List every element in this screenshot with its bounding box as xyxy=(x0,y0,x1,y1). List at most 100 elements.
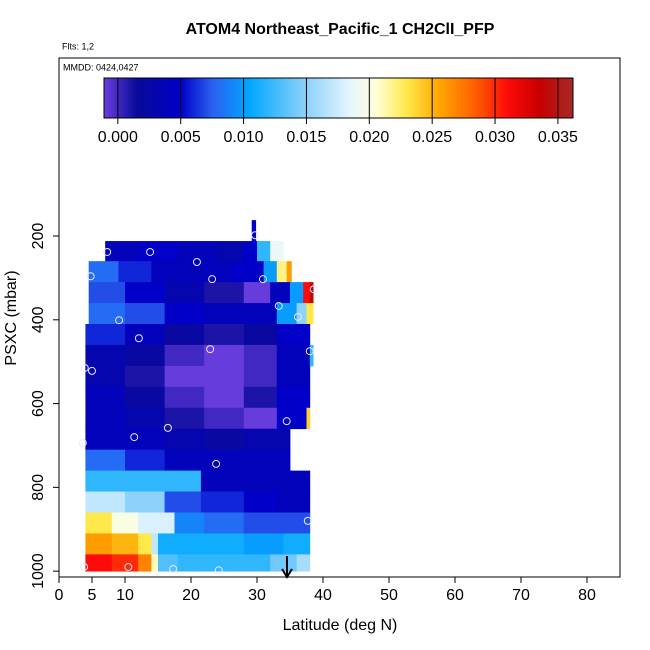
heat-cell xyxy=(243,323,278,346)
sample-point xyxy=(206,345,215,354)
heat-cell xyxy=(177,554,231,572)
heat-cell xyxy=(125,323,165,346)
heat-cell xyxy=(151,554,159,572)
heat-cell xyxy=(243,449,291,472)
x-tick-label: 80 xyxy=(578,587,596,604)
flights-label: Flts: 1,2 xyxy=(62,41,94,51)
heat-cell xyxy=(158,554,179,572)
sample-point xyxy=(80,363,89,372)
x-tick-label: 10 xyxy=(116,587,134,604)
heat-cell xyxy=(138,554,152,572)
heat-cell xyxy=(306,407,311,430)
sample-point xyxy=(251,231,260,240)
heat-cell xyxy=(85,449,126,472)
plot-frame xyxy=(58,57,621,578)
heat-cell xyxy=(204,282,245,304)
heat-cell xyxy=(303,282,311,304)
sample-point xyxy=(305,347,314,356)
x-tick-label: 50 xyxy=(380,587,398,604)
heat-cell xyxy=(164,470,202,492)
sample-point xyxy=(86,272,95,281)
sample-point xyxy=(88,366,96,375)
sample-point xyxy=(78,438,87,447)
heat-cell xyxy=(204,365,245,388)
heat-cell xyxy=(164,344,205,367)
sample-point xyxy=(214,566,223,575)
x-tick-label: 0 xyxy=(55,587,64,604)
heat-cell xyxy=(230,554,271,572)
heat-cell xyxy=(243,344,278,367)
sample-point xyxy=(258,275,267,284)
heat-cell xyxy=(270,241,284,262)
sample-point xyxy=(146,247,155,256)
heat-cell xyxy=(286,261,292,283)
sample-point xyxy=(303,516,312,525)
heat-cell xyxy=(138,533,152,555)
sample-point xyxy=(103,247,112,256)
heat-cell xyxy=(243,407,278,430)
sample-point xyxy=(192,257,201,266)
heat-cell xyxy=(85,386,126,409)
heat-cell xyxy=(243,241,258,262)
heat-cell xyxy=(290,282,304,304)
heat-cell xyxy=(217,241,245,262)
heat-cell xyxy=(125,344,165,367)
heat-cell xyxy=(164,428,205,451)
y-tick-label: 200 xyxy=(30,223,47,250)
heat-cell xyxy=(105,241,139,262)
heat-cell xyxy=(243,386,278,409)
sample-point xyxy=(163,423,172,432)
colorbar-tick-label: 0.005 xyxy=(161,129,201,146)
heat-cell xyxy=(276,261,288,283)
heat-cell xyxy=(85,365,126,388)
dates-label: MMDD: 0424,0427 xyxy=(63,62,139,72)
heat-cell xyxy=(309,344,314,367)
colorbar-tick-label: 0.015 xyxy=(286,129,326,146)
sample-point xyxy=(212,459,221,468)
sample-point xyxy=(134,334,143,343)
heat-cell xyxy=(164,407,205,430)
sample-point xyxy=(293,312,302,321)
heat-cell xyxy=(309,282,314,304)
heat-cell xyxy=(85,344,126,367)
heat-cell xyxy=(191,261,231,283)
heat-cell xyxy=(276,407,307,430)
heat-cell xyxy=(164,282,205,304)
heat-cell xyxy=(296,554,311,572)
heat-cell xyxy=(200,470,245,492)
heat-cell xyxy=(125,470,165,492)
heat-cell xyxy=(276,303,297,325)
heat-cell xyxy=(263,261,278,283)
y-tick-label: 800 xyxy=(30,474,47,501)
heat-cell xyxy=(276,386,311,409)
heat-cell xyxy=(243,428,291,451)
heat-cell xyxy=(118,261,152,283)
heat-cell xyxy=(283,512,311,534)
heat-cell xyxy=(243,282,271,304)
samples xyxy=(78,231,318,575)
heat-cell xyxy=(88,282,126,304)
heatmap xyxy=(85,220,314,572)
heat-cell xyxy=(85,491,126,513)
heat-cell xyxy=(138,241,179,262)
heat-cell xyxy=(85,533,113,555)
heat-cell xyxy=(125,491,165,513)
heat-cell xyxy=(111,512,139,534)
heat-cell xyxy=(125,365,165,388)
heat-cell xyxy=(204,386,245,409)
sample-point xyxy=(169,565,178,574)
heat-cell xyxy=(270,554,297,572)
x-tick-label: 40 xyxy=(314,587,332,604)
heat-cell xyxy=(111,533,139,555)
heat-cell xyxy=(204,533,245,555)
heat-cell xyxy=(204,344,245,367)
colorbar-tick-label: 0.010 xyxy=(224,129,264,146)
heat-cell xyxy=(125,282,165,304)
heat-cell xyxy=(85,554,113,572)
sample-point xyxy=(309,285,318,294)
sample-point xyxy=(282,417,291,426)
sample-point xyxy=(208,275,217,284)
heat-cell xyxy=(276,365,311,388)
colorbar-tick-label: 0.035 xyxy=(538,129,578,146)
colorbar xyxy=(103,77,574,119)
